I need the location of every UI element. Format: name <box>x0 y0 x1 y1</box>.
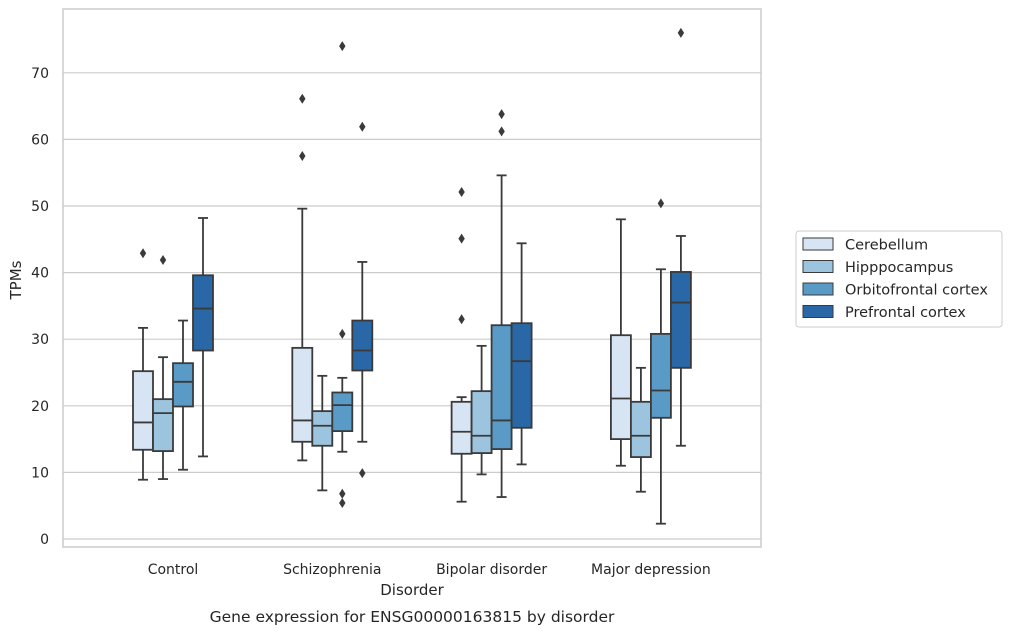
outlier-point <box>299 151 306 162</box>
outlier-point <box>458 233 465 244</box>
outlier-point <box>339 498 346 509</box>
box-group <box>291 93 314 462</box>
x-tick-label: Schizophrenia <box>283 562 381 578</box>
box <box>470 390 493 454</box>
legend-swatch <box>802 237 834 251</box>
x-tick-label: Control <box>148 562 199 578</box>
y-tick-label: 40 <box>31 266 49 282</box>
box <box>152 398 174 452</box>
y-tick-label: 0 <box>40 532 49 548</box>
box <box>610 334 632 441</box>
outlier-point <box>677 27 685 38</box>
y-tick-labels: 0 10 20 30 40 50 60 70 <box>31 66 49 548</box>
box-groups <box>132 27 692 525</box>
plot-frame <box>62 8 762 548</box>
y-tick-label: 20 <box>31 399 49 415</box>
x-tick-label: Bipolar disorder <box>436 562 547 578</box>
box <box>450 400 473 455</box>
box <box>311 410 334 447</box>
chart-caption: Gene expression for ENSG00000163815 by d… <box>210 608 615 626</box>
box-group <box>351 121 374 479</box>
box-group <box>172 319 194 471</box>
box <box>331 391 354 433</box>
box <box>132 370 154 451</box>
box <box>650 332 672 419</box>
legend-swatch <box>802 305 834 318</box>
outlier-point <box>139 248 147 259</box>
outlier-point <box>458 187 465 198</box>
x-axis-label: Disorder <box>380 581 444 599</box>
outlier-point <box>359 121 366 132</box>
y-tick-label: 50 <box>31 199 49 215</box>
x-tick-label: Major depression <box>591 562 711 578</box>
legend-swatch <box>802 260 834 273</box>
outlier-point <box>159 254 167 265</box>
outlier-point <box>498 109 505 120</box>
box <box>490 324 513 450</box>
box-group <box>510 242 533 466</box>
box <box>630 400 652 458</box>
outlier-point <box>299 93 306 104</box>
legend-entry: Orbitofrontal cortex <box>845 283 988 299</box>
y-tick-label: 10 <box>31 465 49 481</box>
legend-entry: Cerebellum <box>845 238 928 254</box>
y-tick-label: 30 <box>31 332 49 348</box>
y-axis-label: TPMs <box>7 260 25 300</box>
box-group <box>331 41 354 509</box>
box-group <box>650 198 672 525</box>
box <box>351 319 374 372</box>
box-group <box>490 109 513 498</box>
box <box>172 362 194 408</box>
legend-swatch <box>802 282 834 296</box>
outlier-point <box>359 468 366 479</box>
box <box>670 271 692 369</box>
legend: Cerebellum Hipppocampus Orbitofrontal cort… <box>795 230 1003 328</box>
box-group <box>192 217 214 458</box>
outlier-point <box>339 328 346 339</box>
outlier-point <box>458 314 465 325</box>
plot-area <box>63 9 761 547</box>
box <box>510 322 533 429</box>
x-tick-labels: Control Schizophrenia Bipolar disorder Majo… <box>148 562 711 578</box>
box-group <box>132 248 154 481</box>
legend-entry: Hipppocampus <box>845 260 953 276</box>
outlier-point <box>498 126 505 137</box>
box <box>192 274 214 352</box>
box-group <box>630 366 652 493</box>
box-group <box>152 254 174 480</box>
outlier-point <box>339 41 346 52</box>
box-group <box>450 187 473 503</box>
box-group <box>670 27 692 447</box>
box-group <box>610 218 632 467</box>
y-tick-label: 60 <box>31 132 49 148</box>
legend-frame <box>795 230 1003 328</box>
outlier-point <box>339 488 346 499</box>
legend-entry: Prefrontal cortex <box>845 305 966 321</box>
y-tick-label: 70 <box>31 66 49 82</box>
box <box>291 346 314 443</box>
outlier-point <box>657 198 665 209</box>
